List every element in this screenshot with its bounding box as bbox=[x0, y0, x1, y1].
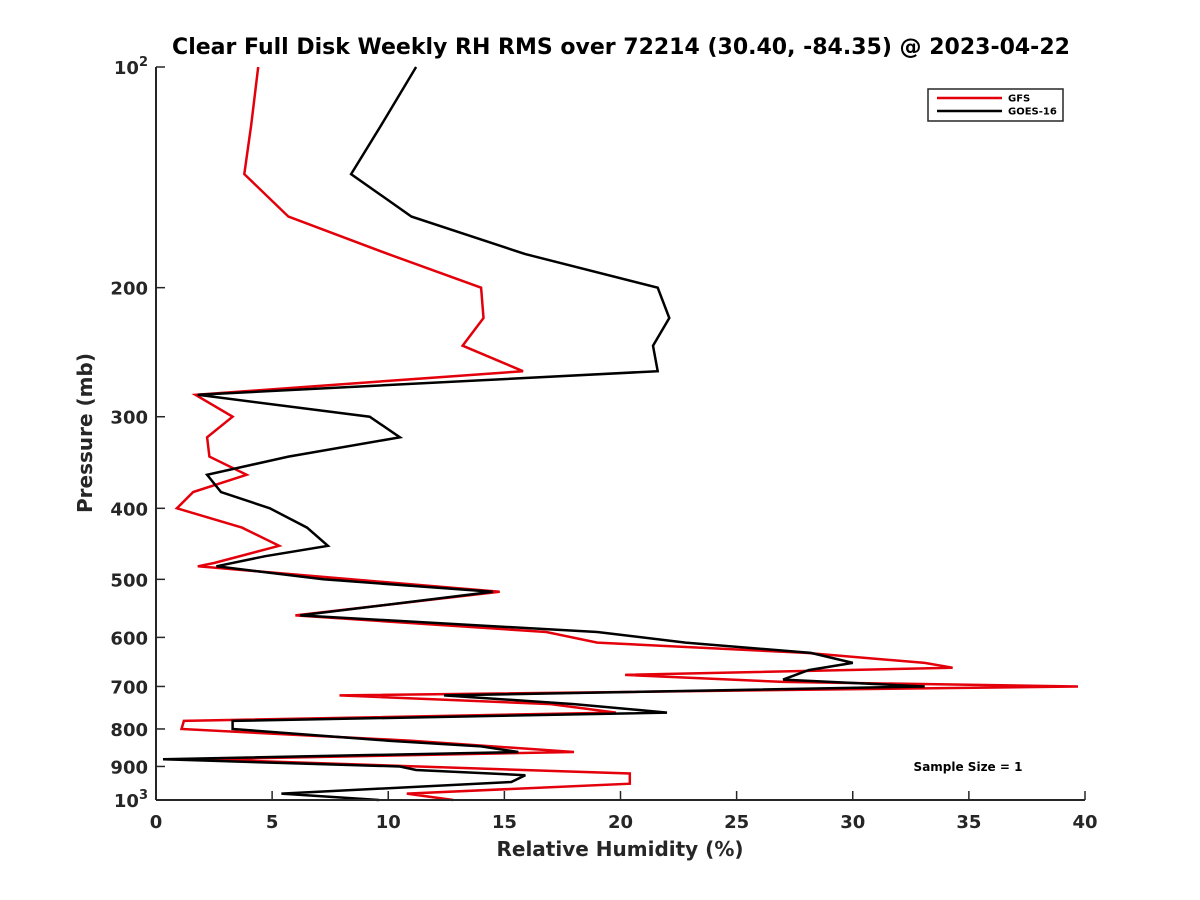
x-tick-label: 5 bbox=[266, 812, 279, 833]
y-tick-label: 800 bbox=[110, 720, 148, 741]
series-line-goes16 bbox=[162, 66, 925, 802]
y-axis-ticks: 102 200 300 400 500 600 700 800 900 103 bbox=[110, 55, 165, 812]
x-tick-label: 40 bbox=[1072, 812, 1097, 833]
series-layer bbox=[162, 66, 1079, 802]
y-tick-label: 400 bbox=[110, 499, 148, 520]
x-tick-label: 30 bbox=[840, 812, 865, 833]
y-tick-label: 102 bbox=[114, 55, 148, 79]
x-tick-label: 15 bbox=[492, 812, 517, 833]
sample-size-annotation: Sample Size = 1 bbox=[914, 760, 1023, 774]
x-tick-label: 25 bbox=[724, 812, 749, 833]
x-axis-label: Relative Humidity (%) bbox=[496, 837, 743, 861]
series-line-gfs bbox=[174, 66, 1079, 802]
plot-area: 0 5 10 15 20 25 30 35 40 102 200 300 400 500 600 700 80… bbox=[110, 55, 1097, 833]
legend: GFS GOES-16 bbox=[927, 88, 1064, 122]
y-tick-label: 700 bbox=[110, 677, 148, 698]
y-tick-label: 600 bbox=[110, 628, 148, 649]
chart-title: Clear Full Disk Weekly RH RMS over 72214… bbox=[172, 35, 1070, 60]
x-tick-label: 35 bbox=[956, 812, 981, 833]
legend-label-goes16: GOES-16 bbox=[1008, 107, 1057, 118]
y-tick-label: 300 bbox=[110, 408, 148, 429]
legend-box bbox=[927, 88, 1064, 122]
legend-label-gfs: GFS bbox=[1008, 94, 1030, 105]
y-tick-label: 500 bbox=[110, 570, 148, 591]
x-tick-label: 0 bbox=[150, 812, 163, 833]
x-axis-ticks: 0 5 10 15 20 25 30 35 40 bbox=[150, 791, 1098, 833]
y-axis-label: Pressure (mb) bbox=[73, 353, 97, 513]
y-tick-label: 900 bbox=[110, 757, 148, 778]
y-tick-label: 200 bbox=[110, 279, 148, 300]
y-tick-label: 103 bbox=[114, 788, 148, 812]
x-tick-label: 10 bbox=[376, 812, 401, 833]
x-tick-label: 20 bbox=[608, 812, 633, 833]
